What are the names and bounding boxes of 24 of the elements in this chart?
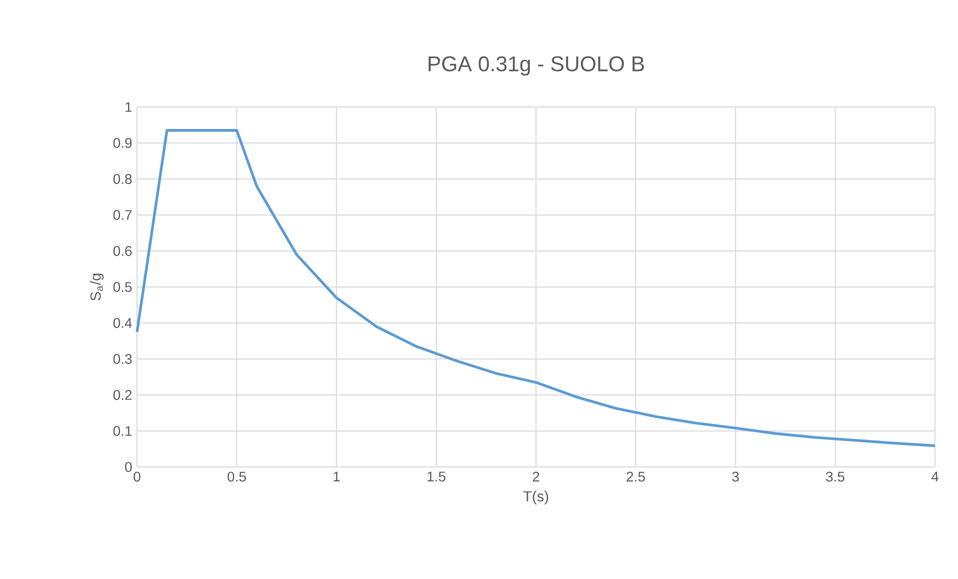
chart-title: PGA 0.31g - SUOLO B: [428, 56, 644, 76]
y-tick-label: 0.3: [113, 354, 132, 364]
y-tick-label: 0.8: [113, 174, 132, 184]
y-tick-label: 0.6: [113, 246, 132, 256]
y-tick-label: 0.4: [113, 318, 132, 328]
x-tick-label: 1.5: [428, 472, 446, 482]
y-tick-label: 0.9: [113, 138, 132, 148]
line-series: [136, 129, 936, 448]
x-tick-label: 1: [334, 472, 340, 482]
x-tick-label: 0.5: [228, 472, 246, 482]
y-tick-label: 0.1: [113, 426, 132, 436]
y-tick-label: 0: [125, 462, 132, 472]
x-tick-label: 4: [931, 472, 938, 482]
x-axis-title: T(s): [523, 490, 548, 504]
x-tick-label: 3: [732, 472, 739, 482]
x-tick-label: 2: [532, 472, 540, 482]
x-tick-label: 3.5: [826, 472, 844, 482]
y-tick-label: 1: [126, 102, 132, 112]
y-tick-label: 0.5: [113, 282, 132, 292]
y-tick-label: 0.7: [113, 210, 132, 220]
x-tick-label: 0: [134, 472, 140, 482]
y-tick-label: 0.2: [113, 390, 132, 400]
y-axis-title: S$_{a}$/g: [90, 274, 104, 301]
x-tick-label: 2.5: [626, 472, 645, 482]
